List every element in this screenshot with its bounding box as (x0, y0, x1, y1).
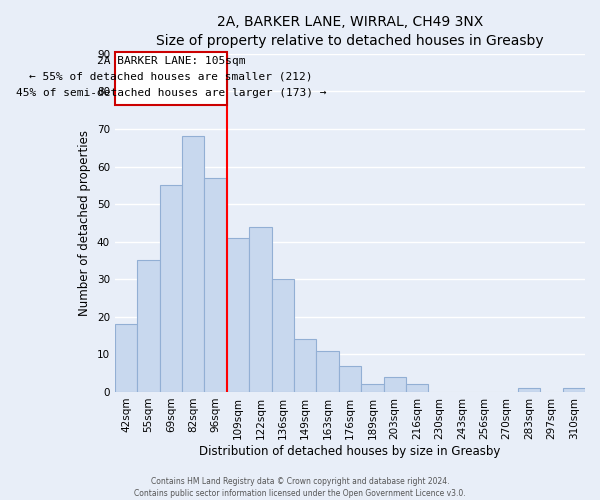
Bar (406, 384, 428, 392)
Bar (518, 388, 540, 392)
Text: ← 55% of detached houses are smaller (212): ← 55% of detached houses are smaller (21… (29, 72, 313, 82)
Bar (115, 324, 137, 392)
Bar (339, 366, 361, 392)
Bar (160, 186, 182, 392)
Text: 2A BARKER LANE: 105sqm: 2A BARKER LANE: 105sqm (97, 56, 245, 66)
Bar (563, 388, 585, 392)
Text: Contains HM Land Registry data © Crown copyright and database right 2024.
Contai: Contains HM Land Registry data © Crown c… (134, 476, 466, 498)
Bar (227, 238, 249, 392)
FancyBboxPatch shape (115, 52, 227, 104)
Text: 45% of semi-detached houses are larger (173) →: 45% of semi-detached houses are larger (… (16, 88, 326, 98)
Bar (249, 226, 272, 392)
Bar (137, 260, 160, 392)
Bar (182, 136, 205, 392)
Bar (272, 279, 294, 392)
Bar (316, 350, 339, 392)
X-axis label: Distribution of detached houses by size in Greasby: Distribution of detached houses by size … (199, 444, 500, 458)
Title: 2A, BARKER LANE, WIRRAL, CH49 3NX
Size of property relative to detached houses i: 2A, BARKER LANE, WIRRAL, CH49 3NX Size o… (156, 15, 544, 48)
Bar (294, 340, 316, 392)
Bar (383, 377, 406, 392)
Y-axis label: Number of detached properties: Number of detached properties (79, 130, 91, 316)
Bar (361, 384, 383, 392)
Bar (205, 178, 227, 392)
